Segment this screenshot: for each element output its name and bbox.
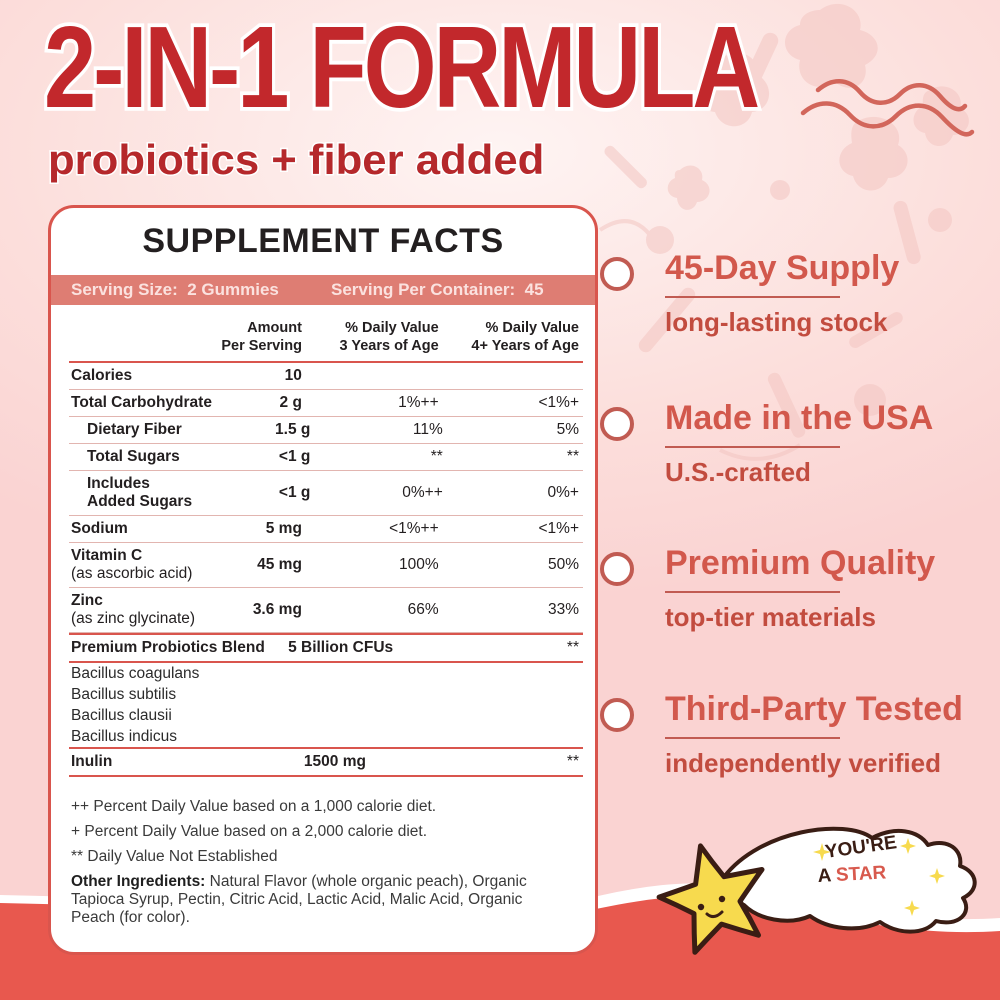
svg-text:A STAR: A STAR bbox=[817, 862, 887, 887]
